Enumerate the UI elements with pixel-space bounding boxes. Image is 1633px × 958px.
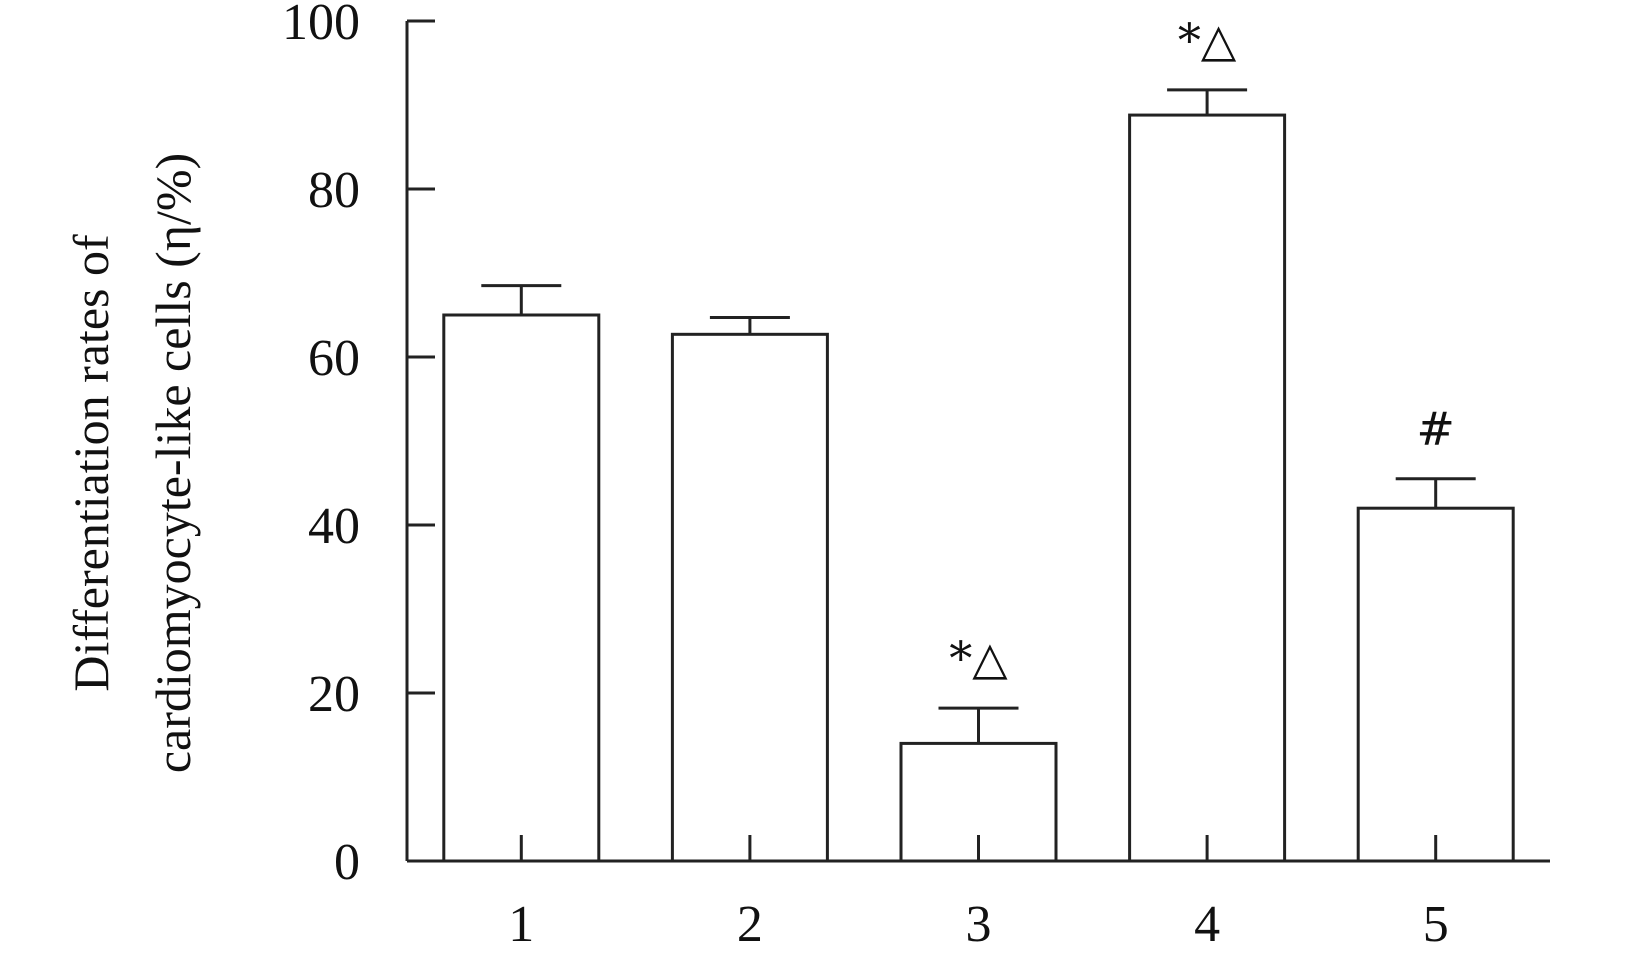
- x-tick-label: 1: [508, 896, 534, 953]
- y-tick-label: 80: [308, 162, 360, 219]
- significance-label: *△: [949, 631, 1008, 685]
- x-tick-label: 3: [966, 896, 992, 953]
- bar: [1128, 113, 1287, 863]
- significance-label: *△: [1178, 13, 1237, 67]
- y-axis-title: Differentiation rates of cardiomyocyte-l…: [63, 153, 201, 773]
- y-axis-title-line-1: Differentiation rates of: [63, 234, 119, 692]
- x-tick-label: 2: [737, 896, 763, 953]
- plot-area: 0 20 40 60 80 100 1 2 *△ 3 *△ 4 #5: [282, 0, 1550, 953]
- bar: [670, 332, 829, 863]
- y-tick-label: 20: [308, 666, 360, 723]
- significance-label: #: [1416, 402, 1455, 456]
- y-axis-title-line-2: cardiomyocyte-like cells (η/%): [145, 153, 201, 773]
- y-tick-label: 40: [308, 498, 360, 555]
- x-tick-label: 5: [1423, 896, 1449, 953]
- y-tick-label: 100: [282, 0, 360, 51]
- bar: [442, 313, 601, 863]
- x-tick-label: 4: [1194, 896, 1220, 953]
- y-tick-label: 0: [334, 834, 360, 891]
- bar: [1356, 506, 1515, 863]
- y-tick-label: 60: [308, 330, 360, 387]
